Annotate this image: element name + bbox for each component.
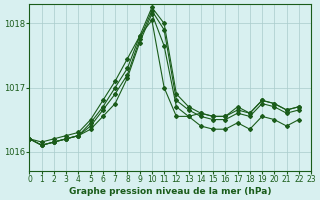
X-axis label: Graphe pression niveau de la mer (hPa): Graphe pression niveau de la mer (hPa) [69,187,271,196]
